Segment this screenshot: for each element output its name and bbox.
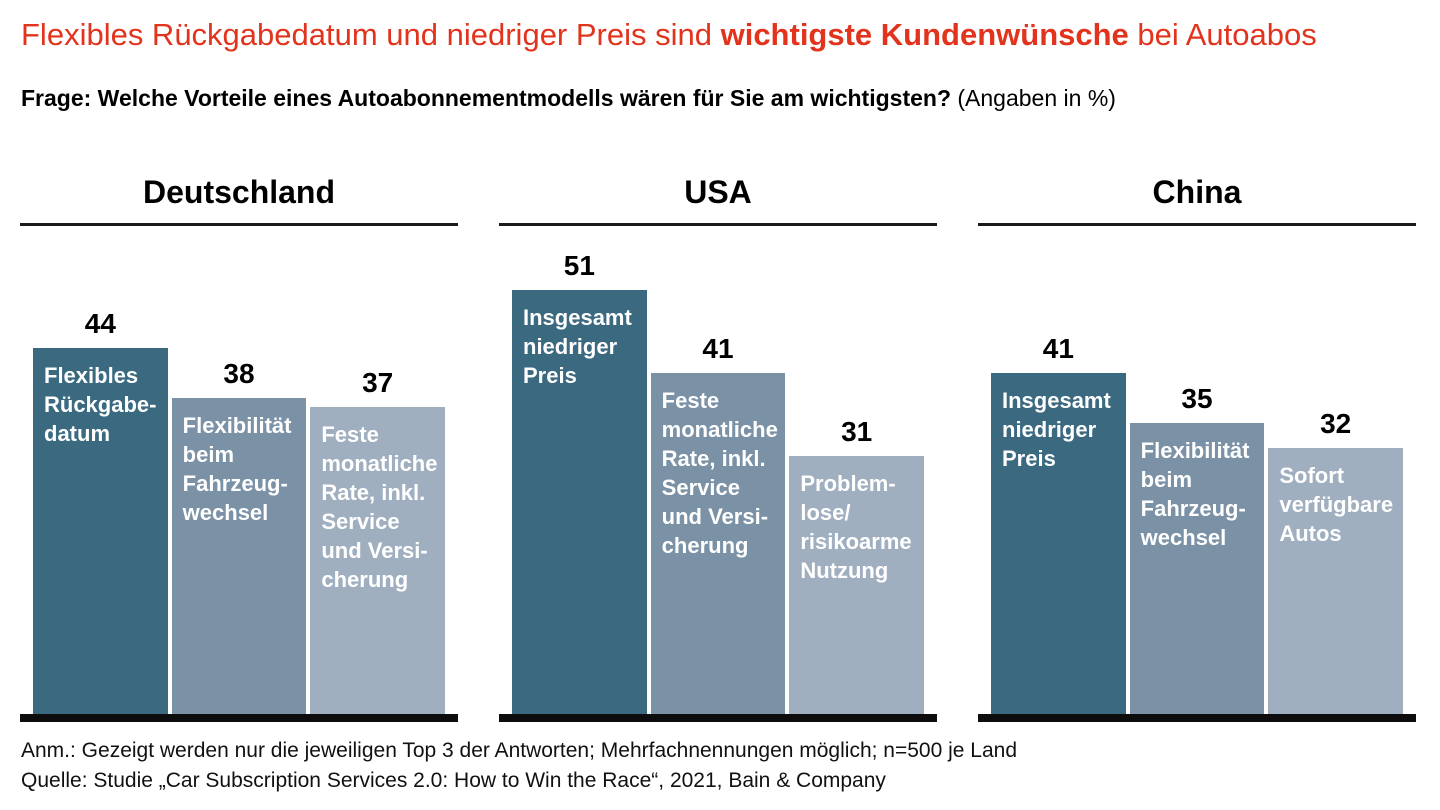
bar: Flexibilität beim Fahrzeug- wechsel — [1129, 423, 1265, 715]
bar-value-label: 35 — [1181, 383, 1213, 415]
country-group-deutschland: Deutschland 44 Flexibles Rückgabe- datum 38… — [20, 170, 458, 722]
bar-category-label: Flexibilität beim Fahrzeug- wechsel — [1140, 438, 1250, 551]
title-post: bei Autoabos — [1128, 17, 1317, 52]
bar: Problem- lose/ risikoarme Nutzung — [789, 456, 925, 715]
title-pre: Flexibles Rückgabedatum und niedriger Pr… — [21, 17, 721, 52]
bar: Feste monatliche Rate, inkl. Service und… — [310, 407, 446, 715]
bar-value-label: 38 — [223, 358, 255, 390]
bar: Feste monatliche Rate, inkl. Service und… — [650, 373, 786, 715]
bar-value-label: 31 — [841, 416, 873, 448]
footnote-source: Quelle: Studie „Car Subscription Service… — [21, 769, 886, 792]
bar-category-label: Feste monatliche Rate, inkl. Service und… — [321, 422, 438, 593]
question-text: Frage: Welche Vorteile eines Autoabonnem… — [21, 85, 951, 111]
bar: Flexibilität beim Fahrzeug- wechsel — [171, 398, 307, 715]
bar-column: 32 Sofort verfügbare Autos — [1268, 408, 1404, 715]
bar-value-label: 51 — [563, 250, 595, 282]
footnotes: Anm.: Gezeigt werden nur die jeweiligen … — [21, 736, 1017, 796]
group-title: China — [978, 170, 1416, 226]
bar-category-label: Sofort verfügbare Autos — [1279, 463, 1394, 547]
country-group-usa: USA 51 Insgesamt niedriger Preis 41 Feste mo… — [499, 170, 937, 722]
bar-column: 35 Flexibilität beim Fahrzeug- wechsel — [1129, 383, 1265, 715]
bar: Insgesamt niedriger Preis — [991, 373, 1126, 715]
group-title: Deutschland — [20, 170, 458, 226]
page-title: Flexibles Rückgabedatum und niedriger Pr… — [21, 16, 1317, 54]
plot-area: 41 Insgesamt niedriger Preis 35 Flexibilitä… — [978, 226, 1416, 715]
bar-chart: Deutschland 44 Flexibles Rückgabe- datum 38… — [20, 170, 1417, 722]
bar-category-label: Flexibles Rückgabe- datum — [44, 363, 157, 447]
bar: Insgesamt niedriger Preis — [512, 290, 647, 715]
bar-column: 44 Flexibles Rückgabe- datum — [33, 308, 168, 715]
question-subtitle: Frage: Welche Vorteile eines Autoabonnem… — [21, 84, 1116, 112]
bar-column: 37 Feste monatliche Rate, inkl. Service u… — [310, 367, 446, 715]
group-title: USA — [499, 170, 937, 226]
bar-column: 41 Insgesamt niedriger Preis — [991, 333, 1126, 715]
footnote-annotation: Anm.: Gezeigt werden nur die jeweiligen … — [21, 739, 1018, 762]
plot-area: 44 Flexibles Rückgabe- datum 38 Flexibilitä… — [20, 226, 458, 715]
bar-category-label: Insgesamt niedriger Preis — [523, 305, 632, 389]
axis-baseline — [20, 714, 458, 722]
bar-value-label: 37 — [362, 367, 394, 399]
axis-baseline — [499, 714, 937, 722]
bar-value-label: 44 — [84, 308, 116, 340]
bar-column: 38 Flexibilität beim Fahrzeug- wechsel — [171, 358, 307, 715]
bar: Sofort verfügbare Autos — [1268, 448, 1404, 715]
plot-area: 51 Insgesamt niedriger Preis 41 Feste monat… — [499, 226, 937, 715]
bar-category-label: Flexibilität beim Fahrzeug- wechsel — [182, 413, 292, 526]
bar-value-label: 41 — [1042, 333, 1074, 365]
title-highlight: wichtigste Kundenwünsche — [720, 17, 1129, 52]
unit-note: (Angaben in %) — [951, 85, 1116, 111]
bar-category-label: Feste monatliche Rate, inkl. Service und… — [661, 388, 778, 559]
bar: Flexibles Rückgabe- datum — [33, 348, 168, 715]
bar-column: 31 Problem- lose/ risikoarme Nutzung — [789, 416, 925, 715]
axis-baseline — [978, 714, 1416, 722]
bar-value-label: 41 — [702, 333, 734, 365]
bar-column: 51 Insgesamt niedriger Preis — [512, 250, 647, 715]
bar-category-label: Problem- lose/ risikoarme Nutzung — [800, 471, 912, 584]
bar-category-label: Insgesamt niedriger Preis — [1002, 388, 1111, 472]
bar-value-label: 32 — [1320, 408, 1352, 440]
country-group-china: China 41 Insgesamt niedriger Preis 35 Flexib… — [978, 170, 1416, 722]
bar-column: 41 Feste monatliche Rate, inkl. Service u… — [650, 333, 786, 715]
